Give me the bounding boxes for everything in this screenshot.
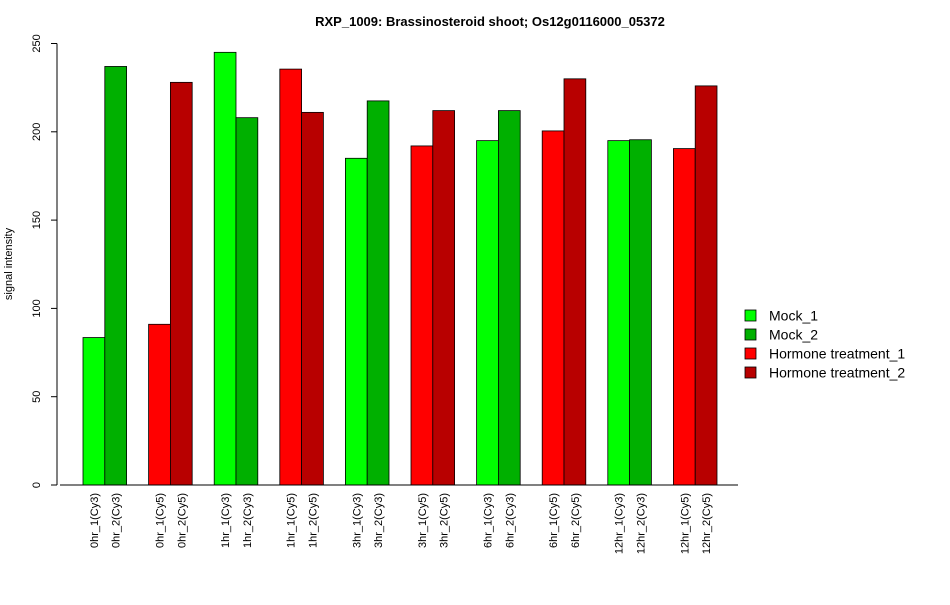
- y-axis: 0 50 100 150 200 250: [31, 34, 58, 488]
- bar: [235, 117, 259, 486]
- x-tick-label: 3hr_1(Cy3): [351, 493, 363, 548]
- bar: [607, 140, 630, 486]
- y-tick-label: 250: [31, 34, 43, 52]
- legend-swatch: [744, 366, 757, 379]
- bar: [148, 323, 171, 486]
- bar: [104, 66, 128, 486]
- bar: [673, 148, 696, 486]
- bar: [213, 51, 237, 486]
- legend-label: Mock_1: [769, 308, 818, 324]
- x-tick-label: 1hr_1(Cy3): [220, 493, 232, 548]
- bar: [366, 100, 390, 486]
- x-axis: 0hr_1(Cy3) 0hr_2(Cy3) 0hr_1(Cy5) 0hr_2(Cy5)…: [60, 484, 738, 554]
- x-tick-label: 0hr_2(Cy3): [111, 493, 123, 548]
- x-tick-label: 1hr_1(Cy5): [286, 493, 298, 548]
- y-tick-label: 50: [31, 391, 43, 403]
- x-tick-label: 0hr_1(Cy5): [155, 493, 167, 548]
- bar: [82, 337, 106, 486]
- x-tick-label: 6hr_2(Cy5): [570, 493, 582, 548]
- y-tick-label: 0: [31, 482, 43, 488]
- legend-label: Mock_2: [769, 327, 818, 343]
- bar: [476, 140, 499, 486]
- x-tick-label: 3hr_2(Cy5): [439, 493, 451, 548]
- bars-group: [82, 51, 718, 486]
- x-tick-label: 12hr_2(Cy3): [636, 493, 648, 554]
- x-tick-label: 1hr_2(Cy3): [242, 493, 254, 548]
- x-tick-label: 6hr_1(Cy5): [548, 493, 560, 548]
- legend-label: Hormone treatment_2: [769, 365, 905, 381]
- x-tick-label: 6hr_2(Cy3): [504, 493, 516, 548]
- y-tick-label: 100: [31, 299, 43, 317]
- bar: [169, 81, 193, 486]
- y-axis-label: signal intensity: [3, 227, 15, 300]
- legend-swatch: [744, 347, 757, 360]
- legend-label: Hormone treatment_1: [769, 346, 905, 362]
- bar: [410, 145, 434, 486]
- x-tick-label: 12hr_1(Cy5): [679, 493, 691, 554]
- x-tick-label: 12hr_2(Cy5): [701, 493, 713, 554]
- bar: [563, 78, 587, 486]
- chart-title: RXP_1009: Brassinosteroid shoot; Os12g01…: [315, 14, 665, 29]
- x-tick-label: 0hr_2(Cy5): [176, 493, 188, 548]
- bar: [694, 85, 718, 486]
- y-tick-label: 150: [31, 211, 43, 229]
- x-tick-label: 3hr_1(Cy5): [417, 493, 429, 548]
- x-tick-label: 6hr_1(Cy3): [483, 493, 495, 548]
- bar: [279, 68, 302, 486]
- legend: Mock_1 Mock_2 Hormone treatment_1 Hormone t…: [744, 308, 905, 381]
- legend-swatch: [744, 328, 757, 341]
- x-tick-label: 12hr_1(Cy3): [614, 493, 626, 554]
- bar: [497, 110, 521, 486]
- y-tick-label: 200: [31, 123, 43, 141]
- bar: [629, 139, 652, 486]
- bar: [301, 111, 324, 486]
- bar: [344, 157, 368, 486]
- x-tick-label: 0hr_1(Cy3): [89, 493, 101, 548]
- x-tick-label: 1hr_2(Cy5): [308, 493, 320, 548]
- bar: [432, 110, 455, 486]
- legend-swatch: [744, 309, 757, 322]
- x-tick-label: 3hr_2(Cy3): [373, 493, 385, 548]
- bar: [541, 130, 565, 486]
